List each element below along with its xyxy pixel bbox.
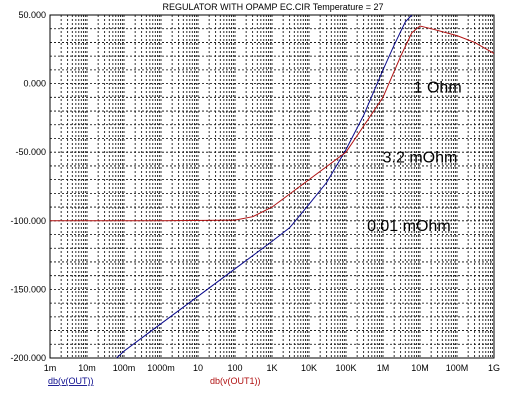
x-tick-label: 10K	[301, 363, 317, 373]
y-tick-label: -200.000	[10, 353, 46, 363]
legend: db(v(OUT)) db(v(OUT1))	[48, 376, 261, 386]
x-tick-label: 1G	[488, 363, 500, 373]
x-tick-label: 1000m	[147, 363, 175, 373]
annotation-label: 1 Ohm	[414, 79, 462, 96]
x-tick-label: 1M	[377, 363, 390, 373]
x-tick-label: 1m	[44, 363, 57, 373]
y-tick-label: 50.000	[18, 10, 46, 20]
legend-entry: db(v(OUT1))	[210, 376, 261, 386]
plot-frame	[49, 14, 495, 359]
legend-entry: db(v(OUT))	[48, 376, 94, 386]
y-tick-label: -100.000	[10, 216, 46, 226]
x-tick-label: 10	[193, 363, 203, 373]
annotations: 1 Ohm 3.2 mOhm 0.01 mOhm	[367, 79, 462, 235]
y-tick-label: 0.000	[23, 79, 46, 89]
x-tick-label: 100M	[446, 363, 469, 373]
x-tick-label: 10M	[411, 363, 429, 373]
series-line	[50, 25, 494, 222]
series-line	[116, 15, 413, 358]
y-axis: 50.000 0.000 -50.000 -100.000 -150.000 -200.0…	[10, 10, 46, 363]
x-tick-label: 1K	[266, 363, 277, 373]
x-tick-label: 100K	[335, 363, 356, 373]
series-group	[50, 15, 494, 358]
annotation-label: 0.01 mOhm	[367, 218, 451, 235]
annotation-label: 3.2 mOhm	[383, 149, 458, 166]
chart-title: REGULATOR WITH OPAMP EC.CIR Temperature …	[163, 2, 384, 12]
x-tick-label: 100m	[113, 363, 136, 373]
x-axis: 1m 10m 100m 1000m 10 100 1K 10K 100K 1M 10M 100M 1G	[44, 363, 500, 373]
y-tick-label: -50.000	[15, 147, 46, 157]
x-tick-label: 10m	[78, 363, 96, 373]
x-tick-label: 100	[227, 363, 242, 373]
y-tick-label: -150.000	[10, 284, 46, 294]
